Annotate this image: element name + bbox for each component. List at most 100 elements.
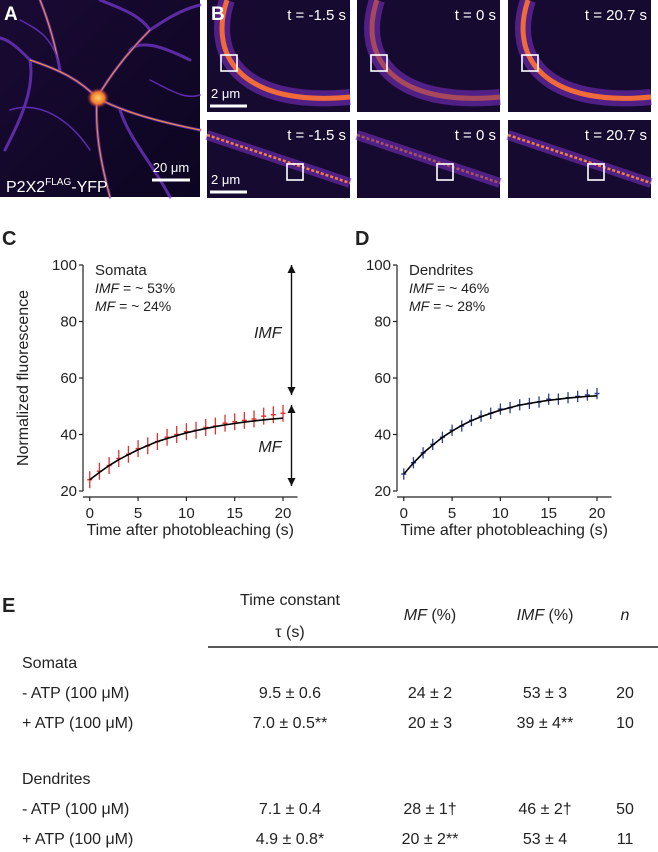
- time-label: t = 20.7 s: [585, 127, 647, 144]
- table-cell: 28 ± 1†: [403, 801, 456, 818]
- header-italic: MF: [404, 607, 428, 624]
- table-cell: 7.1 ± 0.4: [259, 801, 321, 818]
- group-label: Somata: [22, 655, 77, 672]
- y-tick-label: 100: [366, 257, 391, 274]
- annotation-italic: IMF: [95, 280, 121, 296]
- label-suffix: -YFP: [71, 179, 107, 196]
- cell-edge: [369, 0, 501, 101]
- x-tick-label: 0: [400, 505, 408, 522]
- arrow-head: [287, 478, 296, 486]
- table-cell: 10: [616, 715, 634, 732]
- header-cell: MF (%): [404, 607, 456, 624]
- table-cell: 20 ± 3: [408, 715, 452, 732]
- y-tick-label: 100: [52, 257, 77, 274]
- scale-label: 20 μm: [153, 160, 189, 175]
- fit-line: [89, 417, 284, 481]
- y-axis-label: Normalized fluorescence: [15, 290, 32, 466]
- x-axis-label: Time after photobleaching (s): [86, 522, 294, 539]
- x-tick-label: 5: [134, 505, 142, 522]
- x-tick-label: 20: [275, 505, 292, 522]
- arrow-label: MF: [258, 439, 282, 456]
- x-tick-label: 15: [540, 505, 557, 522]
- x-tick-label: 5: [448, 505, 456, 522]
- time-label: t = 20.7 s: [585, 7, 647, 24]
- header-cell: τ (s): [275, 624, 304, 641]
- annotation-text: = ~ 28%: [429, 298, 485, 314]
- dendrite: [356, 133, 501, 185]
- header-cell: n: [621, 607, 630, 624]
- panel-letter: C: [2, 228, 16, 250]
- panel-letter: A: [4, 4, 18, 25]
- x-tick-label: 20: [589, 505, 606, 522]
- roi-box: [286, 163, 304, 181]
- annotation: MF = ~ 28%: [409, 298, 485, 314]
- y-tick-label: 40: [60, 427, 77, 444]
- micrograph-tile: [205, 120, 352, 198]
- annotation-italic: MF: [95, 298, 117, 314]
- annotation: IMF = ~ 46%: [409, 280, 489, 296]
- micrograph-tile: [508, 0, 652, 112]
- arrow-label: IMF: [254, 325, 283, 342]
- panel-letter: E: [2, 595, 15, 617]
- roi-box: [521, 54, 539, 72]
- image-label: P2X2FLAG-YFP: [6, 177, 108, 196]
- arrow-head: [287, 405, 296, 413]
- table-cell: 39 ± 4**: [517, 715, 574, 732]
- header-cell: IMF (%): [517, 607, 574, 624]
- annotation: IMF = ~ 53%: [95, 280, 175, 296]
- cell-edge: [219, 0, 351, 101]
- annotation-text: = ~ 24%: [115, 298, 171, 314]
- y-tick-label: 40: [374, 427, 391, 444]
- dendrite: [507, 133, 652, 185]
- y-tick-label: 60: [60, 370, 77, 387]
- cell-edge: [520, 0, 652, 101]
- header-italic: IMF: [517, 607, 546, 624]
- time-label: t = -1.5 s: [287, 127, 346, 144]
- annotation: Dendrites: [409, 262, 473, 279]
- arrow-head: [287, 387, 296, 395]
- panel-letter: D: [355, 228, 369, 250]
- roi-box: [436, 163, 454, 181]
- header-text: (%): [427, 607, 456, 624]
- annotation-italic: MF: [409, 298, 431, 314]
- arrow-head: [287, 265, 296, 273]
- x-tick-label: 10: [492, 505, 509, 522]
- table-cell: 53 ± 3: [523, 685, 567, 702]
- scale-label: 2 μm: [211, 172, 240, 187]
- x-tick-label: 10: [178, 505, 195, 522]
- row-label: - ATP (100 μM): [22, 685, 129, 702]
- time-label: t = -1.5 s: [287, 7, 346, 24]
- table-cell: 20 ± 2**: [402, 831, 459, 848]
- annotation: Somata: [95, 262, 147, 279]
- micrograph-tile: [207, 0, 351, 112]
- table-cell: 50: [616, 801, 634, 818]
- annotation-italic: IMF: [409, 280, 435, 296]
- x-axis-label: Time after photobleaching (s): [400, 522, 608, 539]
- micrograph-tile: [355, 120, 502, 198]
- y-tick-label: 20: [374, 483, 391, 500]
- time-label: t = 0 s: [455, 127, 496, 144]
- y-tick-label: 80: [374, 314, 391, 331]
- annotation-text: = ~ 46%: [433, 280, 489, 296]
- y-tick-label: 80: [60, 314, 77, 331]
- table: E Time constant τ (s) MF (%) IMF (%) n S…: [2, 592, 658, 848]
- group-label: Dendrites: [22, 771, 90, 788]
- fit-line: [403, 394, 598, 475]
- scale-label: 2 μm: [211, 86, 240, 101]
- y-tick-label: 20: [60, 483, 77, 500]
- table-cell: 53 ± 4: [523, 831, 567, 848]
- label-main: P2X2: [6, 179, 45, 196]
- annotation-text: Somata: [95, 262, 147, 279]
- table-cell: 24 ± 2: [408, 685, 452, 702]
- micrograph-b: B t = -1.5 s t = 0 s t = 20.7 s 2 μm t = -1.…: [205, 0, 653, 198]
- row-label: + ATP (100 μM): [22, 831, 133, 848]
- y-tick-label: 60: [374, 370, 391, 387]
- micrograph-a: A 20 μm P2X2FLAG-YFP: [0, 0, 202, 199]
- table-cell: 20: [616, 685, 634, 702]
- table-cell: 11: [617, 831, 634, 848]
- x-tick-label: 0: [86, 505, 94, 522]
- micrograph-tile: [357, 0, 501, 112]
